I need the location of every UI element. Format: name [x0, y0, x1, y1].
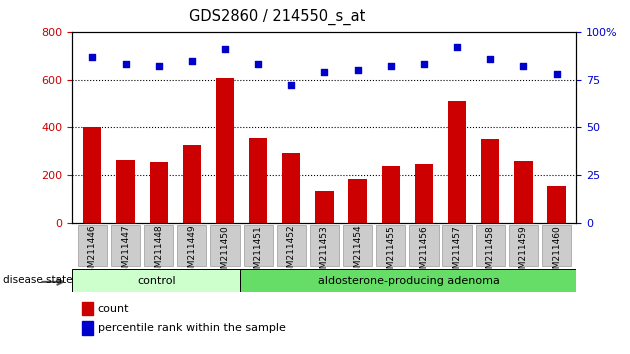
FancyBboxPatch shape — [310, 225, 339, 266]
Text: GSM211457: GSM211457 — [452, 225, 462, 280]
Point — [88, 54, 98, 59]
Point — [551, 71, 561, 77]
Bar — [117, 160, 135, 223]
Point — [319, 69, 329, 75]
Point — [485, 56, 495, 62]
Text: GSM211449: GSM211449 — [187, 225, 197, 279]
Bar — [241, 269, 576, 292]
Bar — [448, 101, 466, 223]
FancyBboxPatch shape — [244, 225, 273, 266]
Bar — [216, 79, 234, 223]
Point — [353, 67, 363, 73]
Point — [154, 63, 164, 69]
Text: GSM211451: GSM211451 — [254, 225, 263, 280]
FancyBboxPatch shape — [111, 225, 140, 266]
FancyBboxPatch shape — [442, 225, 472, 266]
Bar — [547, 186, 566, 223]
FancyBboxPatch shape — [210, 225, 239, 266]
Text: GSM211447: GSM211447 — [121, 225, 130, 279]
FancyBboxPatch shape — [144, 225, 173, 266]
Point — [120, 62, 130, 67]
FancyBboxPatch shape — [77, 225, 107, 266]
Text: GSM211446: GSM211446 — [88, 225, 97, 279]
FancyBboxPatch shape — [277, 225, 306, 266]
Text: aldosterone-producing adenoma: aldosterone-producing adenoma — [318, 275, 500, 286]
Text: GSM211458: GSM211458 — [486, 225, 495, 280]
Text: GSM211452: GSM211452 — [287, 225, 296, 279]
Text: count: count — [98, 304, 129, 314]
Bar — [282, 153, 301, 223]
Text: GSM211450: GSM211450 — [220, 225, 229, 280]
Text: GSM211454: GSM211454 — [353, 225, 362, 279]
Bar — [183, 145, 201, 223]
Bar — [249, 138, 267, 223]
Text: GSM211455: GSM211455 — [386, 225, 395, 280]
Text: control: control — [137, 275, 176, 286]
Bar — [415, 165, 433, 223]
Bar — [514, 161, 532, 223]
Point — [518, 63, 529, 69]
Bar — [382, 166, 400, 223]
Point — [186, 58, 197, 63]
Point — [386, 63, 396, 69]
FancyBboxPatch shape — [476, 225, 505, 266]
Bar — [83, 127, 101, 223]
Bar — [348, 179, 367, 223]
Text: GSM211456: GSM211456 — [420, 225, 428, 280]
Point — [419, 62, 429, 67]
Point — [253, 62, 263, 67]
FancyBboxPatch shape — [410, 225, 438, 266]
Bar — [72, 269, 241, 292]
FancyBboxPatch shape — [343, 225, 372, 266]
Text: GSM211448: GSM211448 — [154, 225, 163, 279]
Bar — [481, 139, 500, 223]
Text: disease state: disease state — [3, 275, 72, 285]
FancyBboxPatch shape — [509, 225, 538, 266]
FancyBboxPatch shape — [542, 225, 571, 266]
Text: GSM211459: GSM211459 — [519, 225, 528, 280]
Point — [286, 82, 296, 88]
Text: GDS2860 / 214550_s_at: GDS2860 / 214550_s_at — [189, 9, 365, 25]
Bar — [149, 162, 168, 223]
Text: percentile rank within the sample: percentile rank within the sample — [98, 323, 285, 333]
FancyBboxPatch shape — [376, 225, 405, 266]
Point — [452, 44, 462, 50]
Text: GSM211453: GSM211453 — [320, 225, 329, 280]
FancyBboxPatch shape — [177, 225, 207, 266]
Point — [220, 46, 230, 52]
Bar — [316, 191, 333, 223]
Text: GSM211460: GSM211460 — [552, 225, 561, 280]
